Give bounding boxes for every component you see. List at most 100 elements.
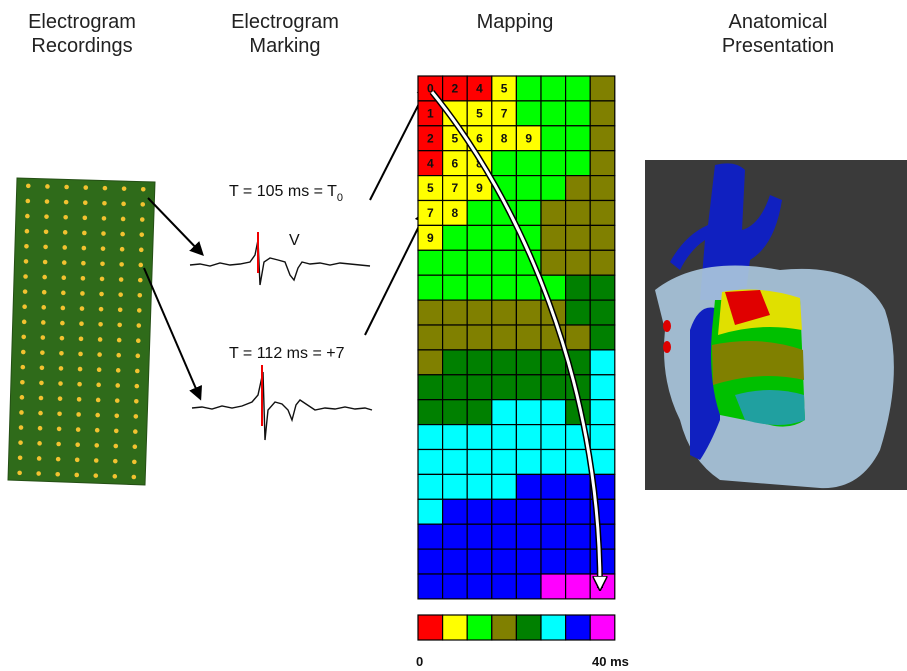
map-cell (516, 201, 541, 226)
map-cell (566, 549, 591, 574)
map-cell (516, 325, 541, 350)
electrode-dot (21, 335, 26, 340)
cell-label: 6 (476, 131, 483, 145)
electrode-dot (26, 184, 31, 189)
colorbar-max-label: 40 ms (592, 654, 629, 669)
colorbar-swatch (541, 615, 566, 640)
map-cell (566, 275, 591, 300)
map-cell (443, 450, 468, 475)
map-cell (418, 400, 443, 425)
cell-label: 8 (452, 206, 459, 220)
electrode-dot (41, 335, 46, 340)
electrode-dot (134, 414, 139, 419)
electrode-dot (18, 440, 23, 445)
electrode-dot (40, 365, 45, 370)
map-cell (492, 574, 517, 599)
map-cell (590, 76, 615, 101)
column-title: Recordings (31, 35, 132, 57)
map-cell (467, 350, 492, 375)
map-cell (516, 300, 541, 325)
electrode-dot (45, 199, 50, 204)
cell-label: 7 (501, 107, 508, 121)
electrode-dot (45, 184, 50, 189)
map-cell (492, 474, 517, 499)
map-cell (418, 250, 443, 275)
map-cell (418, 499, 443, 524)
arrow (148, 198, 202, 254)
electrode-dot (56, 442, 61, 447)
electrode-dot (77, 397, 82, 402)
map-cell (590, 325, 615, 350)
column-title: Electrogram (231, 11, 339, 33)
electrode-dot (61, 306, 66, 311)
map-cell (590, 225, 615, 250)
electrode-dot (21, 365, 26, 370)
map-cell (467, 225, 492, 250)
cell-label: 4 (476, 82, 483, 96)
map-cell (418, 425, 443, 450)
map-cell (566, 250, 591, 275)
electrode-dot (76, 427, 81, 432)
electrode-dot (79, 321, 84, 326)
colorbar-min-label: 0 (416, 654, 423, 669)
electrode-dot (118, 292, 123, 297)
map-cell (467, 201, 492, 226)
map-cell (566, 474, 591, 499)
electrode-dot (43, 260, 48, 265)
electrode-dot (94, 458, 99, 463)
electrode-dot (117, 338, 122, 343)
electrode-dot (119, 262, 124, 267)
electrode-dot (36, 471, 41, 476)
map-cell (590, 425, 615, 450)
map-cell (443, 574, 468, 599)
map-cell (443, 350, 468, 375)
map-cell (443, 250, 468, 275)
electrode-dot (97, 367, 102, 372)
electrode-dot (26, 199, 31, 204)
electrode-dot (115, 398, 120, 403)
map-cell (492, 250, 517, 275)
map-cell (467, 300, 492, 325)
electrode-dot (39, 396, 44, 401)
electrode-dot (100, 277, 105, 282)
electrode-dot (93, 473, 98, 478)
map-cell (566, 499, 591, 524)
electrode-dot (96, 398, 101, 403)
map-cell (541, 474, 566, 499)
electrode-dot (75, 458, 80, 463)
electrode-dot (77, 382, 82, 387)
colorbar-swatch (443, 615, 468, 640)
electrode-dot (78, 367, 83, 372)
electrode-dot (59, 351, 64, 356)
electrode-dot (56, 457, 61, 462)
electrode-dot (22, 304, 27, 309)
map-cell (590, 300, 615, 325)
map-cell (492, 549, 517, 574)
electrode-dot (116, 368, 121, 373)
map-cell (418, 350, 443, 375)
electrode-dot (98, 322, 103, 327)
electrode-dot (120, 232, 125, 237)
headers: ElectrogramRecordingsElectrogramMarkingM… (28, 11, 834, 57)
electrode-dot (82, 231, 87, 236)
electrode-dot (132, 460, 137, 465)
cell-label: 9 (427, 231, 434, 245)
map-cell (541, 549, 566, 574)
electrode-dot (82, 246, 87, 251)
map-cell (566, 524, 591, 549)
map-cell (566, 201, 591, 226)
electrode-dot (38, 411, 43, 416)
map-cell (418, 450, 443, 475)
map-cell (418, 549, 443, 574)
map-cell (566, 151, 591, 176)
electrode-dot (140, 202, 145, 207)
cell-label: 5 (452, 131, 459, 145)
electrode-dot (37, 456, 42, 461)
map-cell (566, 300, 591, 325)
map-cell (418, 524, 443, 549)
map-cell (467, 400, 492, 425)
map-cell (516, 474, 541, 499)
electrode-dot (44, 214, 49, 219)
cell-label: 4 (427, 156, 434, 170)
